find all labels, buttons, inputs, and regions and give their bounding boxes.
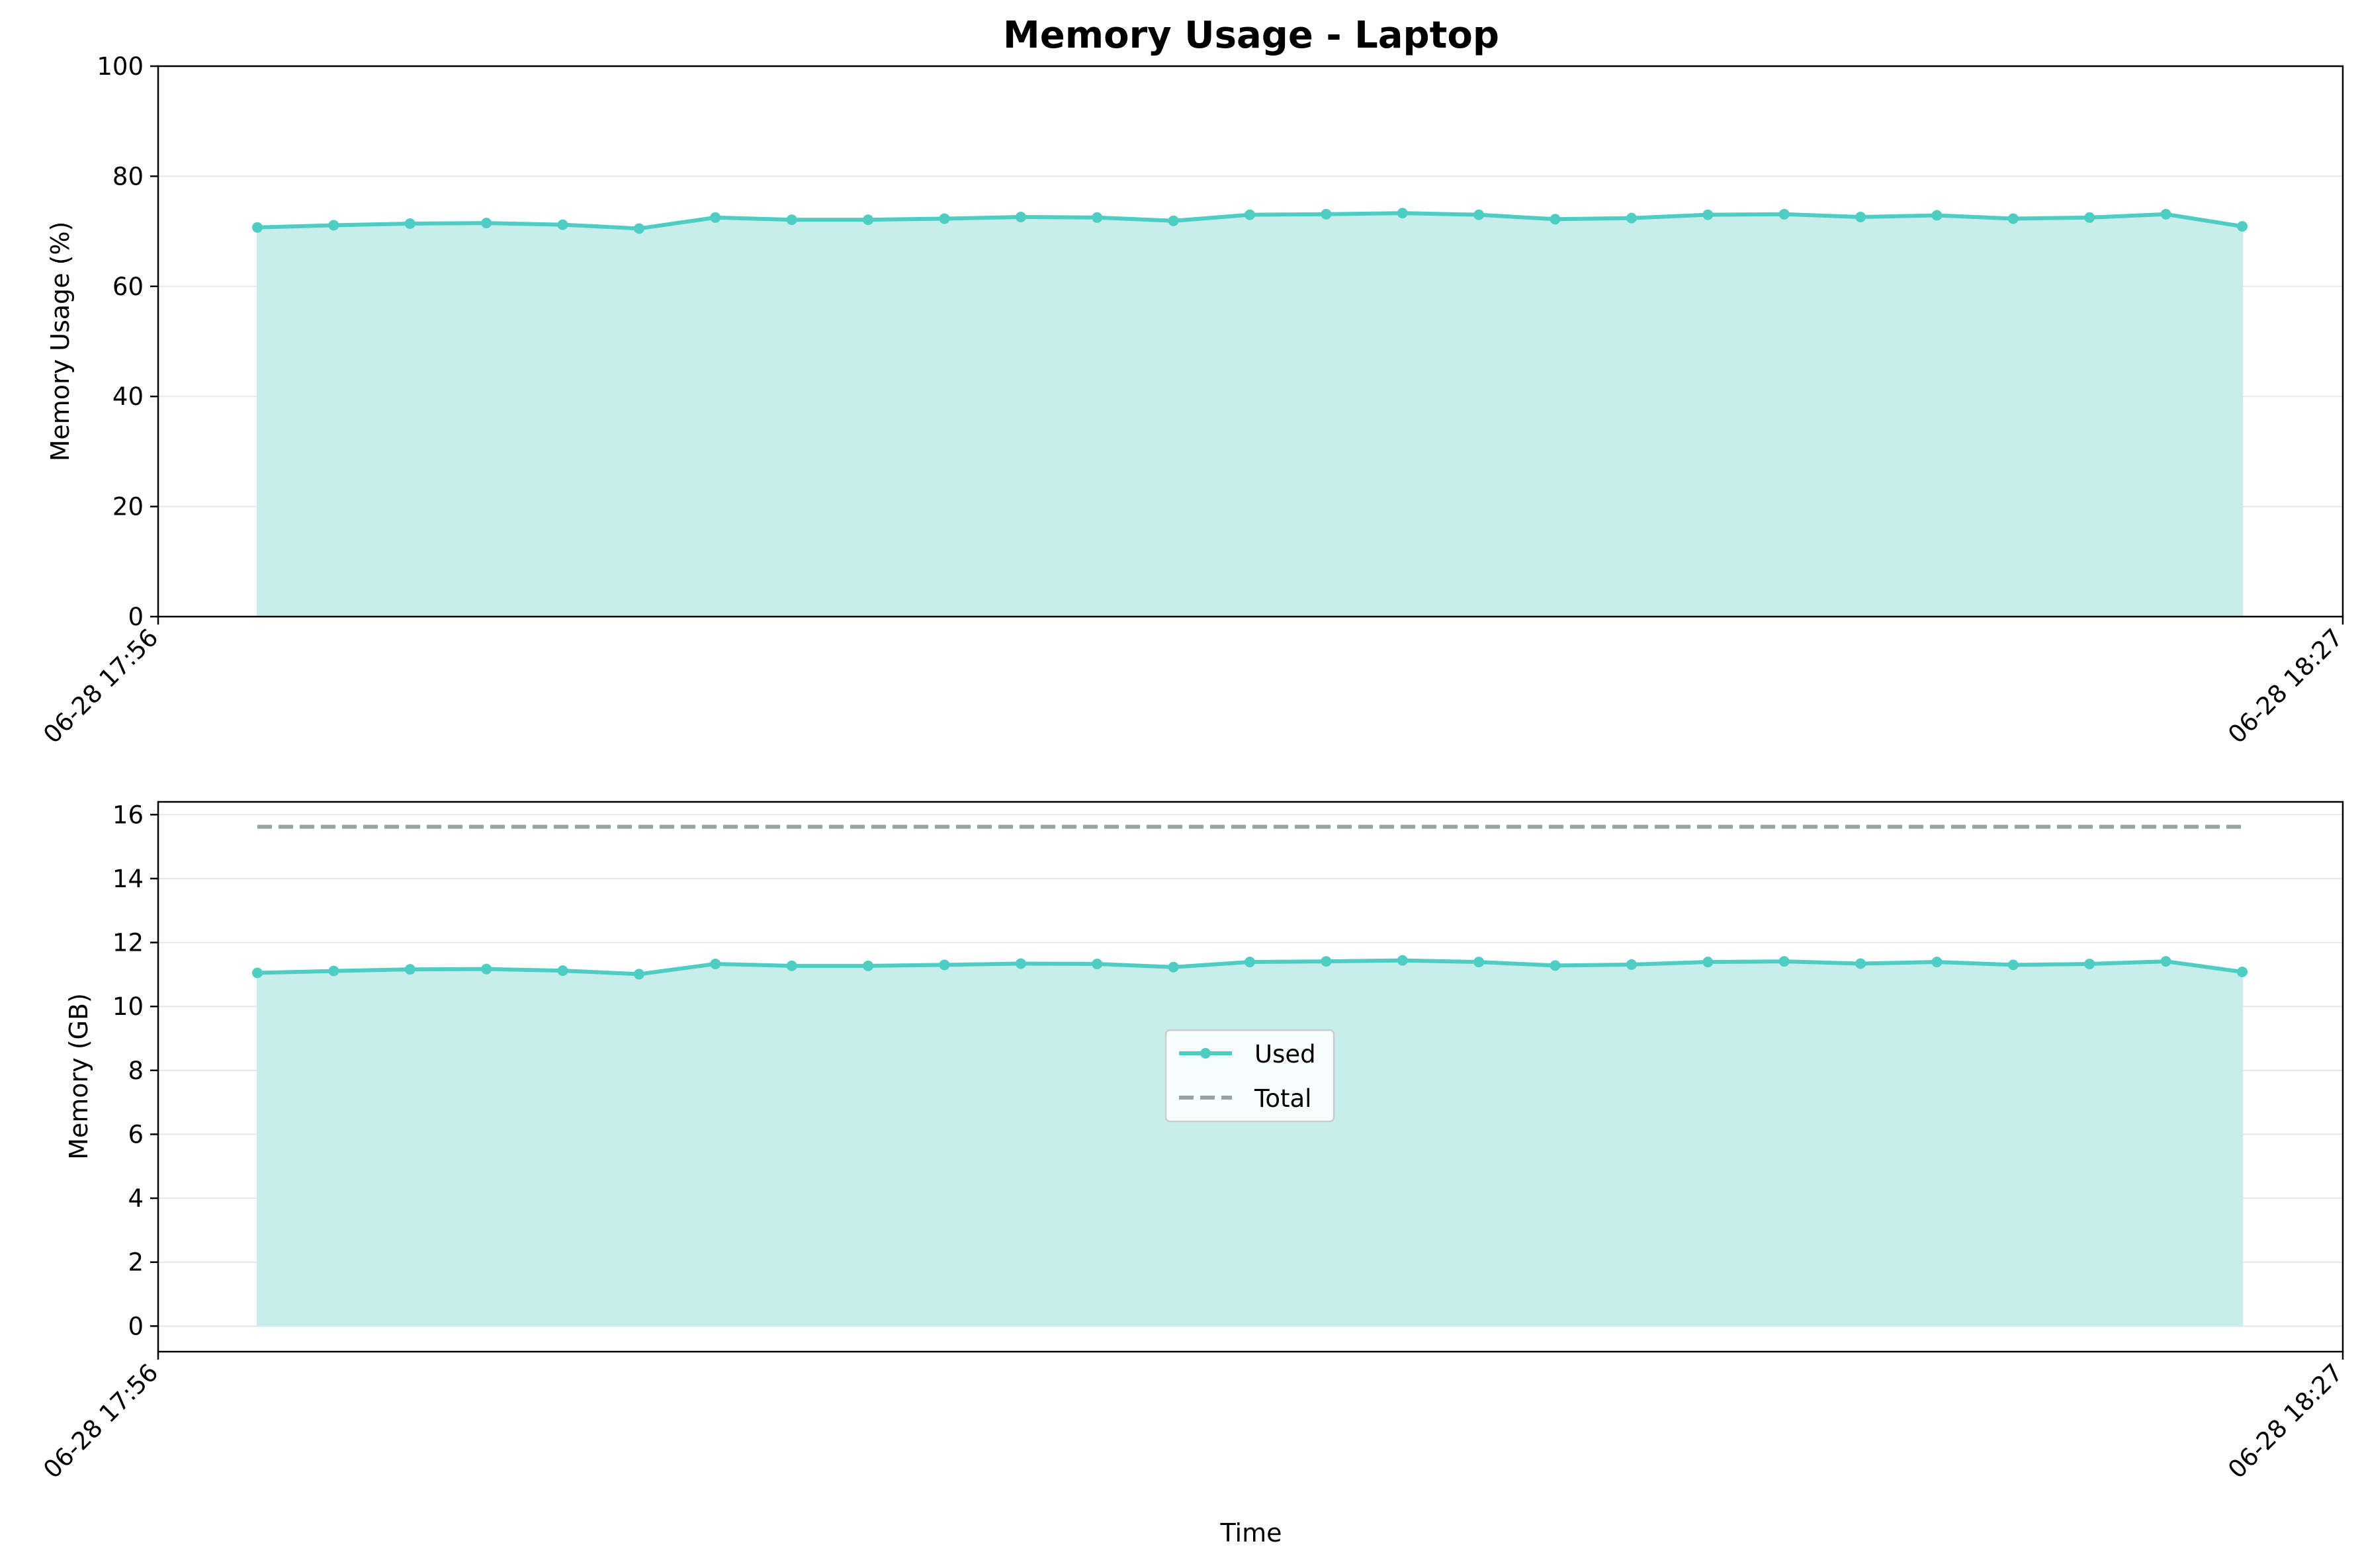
y-tick-label: 0	[128, 1312, 144, 1340]
y-tick-label: 12	[112, 929, 144, 957]
y-tick-label: 16	[112, 801, 144, 829]
chart-title: Memory Usage - Laptop	[1003, 14, 1499, 57]
y-ticks-gb: 0 2 4 6 8 10 12 14 16	[112, 801, 158, 1340]
data-point	[1855, 211, 1866, 222]
y-tick-label: 8	[128, 1057, 144, 1085]
data-point	[1092, 212, 1103, 223]
y-tick-label: 4	[128, 1184, 144, 1213]
y-tick-label: 14	[112, 865, 144, 893]
used-gb-area	[257, 959, 2243, 1327]
used-area-fill	[257, 959, 2243, 1327]
data-point	[633, 223, 644, 234]
y-tick-label: 40	[112, 382, 144, 411]
plot-frame-percent	[157, 65, 2344, 618]
x-tick-label: 06-28 18:27	[2222, 623, 2348, 749]
y-tick-label: 6	[128, 1120, 144, 1149]
plot-frame-gb	[157, 801, 2344, 1353]
x-tick-label: 06-28 17:56	[38, 1358, 163, 1484]
used-percent-markers	[252, 208, 2248, 234]
data-point	[710, 958, 721, 969]
x-axis-label: Time	[1220, 1518, 1282, 1547]
data-point	[1168, 215, 1179, 226]
data-point	[1702, 957, 1714, 968]
data-point	[1092, 958, 1103, 969]
data-point	[1626, 212, 1637, 224]
data-point	[2160, 208, 2171, 220]
legend-used-marker	[1200, 1048, 1211, 1059]
y-ticks-percent: 0 20 40 60 80 100	[97, 52, 158, 631]
data-point	[1778, 208, 1790, 220]
data-point	[1321, 208, 1332, 220]
data-point	[2084, 958, 2095, 969]
data-point	[786, 214, 797, 226]
memory-percent-panel: 0 20 40 60 80 100 06-28 17:56 06-28 18:27 Memo…	[38, 52, 2348, 749]
y-axis-label-percent: Memory Usage (%)	[46, 222, 75, 462]
data-point	[404, 964, 416, 975]
data-point	[1473, 209, 1485, 220]
data-point	[939, 213, 950, 224]
memory-gb-panel: 0 2 4 6 8 10 12 14 16 06-28 17:56 06-28 18:27 Mem…	[38, 801, 2348, 1547]
used-gb-markers	[252, 955, 2248, 980]
data-point	[481, 218, 492, 229]
y-tick-label: 60	[112, 273, 144, 301]
x-ticks-percent: 06-28 17:56 06-28 18:27	[38, 617, 2348, 749]
legend-total-label: Total	[1254, 1084, 1311, 1113]
data-point	[1397, 208, 1408, 219]
x-tick-label: 06-28 17:56	[38, 623, 163, 749]
data-point	[1015, 211, 1026, 222]
data-point	[2007, 959, 2019, 971]
data-point	[1321, 956, 1332, 967]
data-point	[1245, 209, 1255, 220]
data-point	[1931, 210, 1943, 221]
data-point	[404, 218, 416, 229]
data-point	[252, 967, 263, 979]
data-point	[710, 212, 721, 223]
data-point	[328, 220, 339, 231]
data-point	[557, 219, 568, 230]
data-point	[1626, 959, 1637, 970]
data-point	[328, 965, 339, 977]
x-tick-label: 06-28 18:27	[2222, 1358, 2348, 1484]
legend: Used Total	[1164, 1029, 1335, 1123]
data-point	[1702, 209, 1714, 220]
data-point	[2237, 221, 2248, 232]
data-point	[786, 960, 797, 971]
data-point	[939, 959, 950, 971]
data-point	[1168, 961, 1179, 973]
data-point	[1550, 960, 1561, 971]
data-point	[2084, 212, 2095, 223]
data-point	[1550, 214, 1561, 225]
data-point	[2237, 967, 2248, 978]
y-tick-label: 100	[97, 52, 144, 81]
data-point	[633, 969, 644, 980]
y-tick-label: 10	[112, 992, 144, 1021]
legend-used-label: Used	[1254, 1040, 1316, 1068]
y-tick-label: 2	[128, 1248, 144, 1277]
data-point	[1473, 957, 1485, 968]
y-tick-label: 80	[112, 162, 144, 191]
data-point	[1931, 957, 1943, 968]
data-point	[2007, 213, 2019, 224]
x-ticks-gb: 06-28 17:56 06-28 18:27	[38, 1352, 2348, 1484]
data-point	[252, 222, 263, 233]
used-area-fill	[257, 212, 2243, 617]
y-tick-label: 20	[112, 493, 144, 521]
data-point	[1778, 956, 1790, 967]
y-tick-label: 0	[128, 603, 144, 631]
data-point	[481, 963, 492, 975]
used-percent-area	[257, 212, 2243, 617]
data-point	[1015, 958, 1026, 969]
y-axis-label-gb: Memory (GB)	[64, 993, 93, 1160]
data-point	[863, 960, 874, 971]
data-point	[1855, 958, 1866, 969]
data-point	[1245, 957, 1255, 968]
data-point	[1397, 955, 1408, 966]
data-point	[2160, 956, 2171, 967]
data-point	[863, 214, 874, 226]
data-point	[557, 965, 568, 977]
